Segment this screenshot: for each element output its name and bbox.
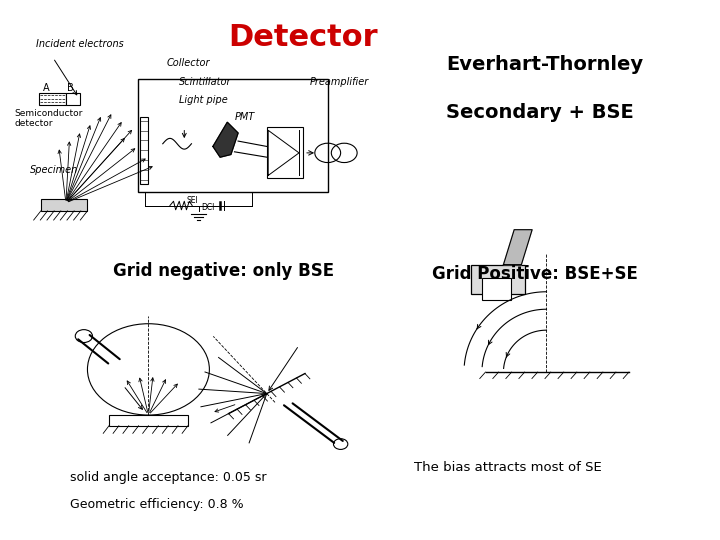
FancyBboxPatch shape [109,415,188,426]
Text: SEI: SEI [186,196,198,205]
Text: B: B [68,83,74,93]
Text: Collector: Collector [166,58,210,68]
FancyBboxPatch shape [140,117,148,184]
Text: Semiconductor
detector: Semiconductor detector [14,109,83,128]
Polygon shape [213,122,238,157]
FancyBboxPatch shape [138,79,328,192]
FancyBboxPatch shape [39,93,66,105]
Text: A: A [43,83,50,93]
Text: Geometric efficiency: 0.8 %: Geometric efficiency: 0.8 % [70,498,243,511]
Text: Specimen: Specimen [30,165,78,176]
Text: Grid negative: only BSE: Grid negative: only BSE [112,262,333,280]
Text: DCI: DCI [201,204,214,212]
Text: The bias attracts most of SE: The bias attracts most of SE [414,461,601,474]
Text: Detector: Detector [228,23,377,52]
FancyBboxPatch shape [41,199,87,211]
Text: Everhart-Thornley: Everhart-Thornley [446,55,643,74]
FancyBboxPatch shape [482,278,510,300]
Text: Incident electrons: Incident electrons [36,39,124,49]
Text: Secondary + BSE: Secondary + BSE [446,104,634,123]
Text: PMT: PMT [235,112,255,122]
Text: Preamplifier: Preamplifier [310,77,369,86]
Text: Light pipe: Light pipe [179,96,228,105]
FancyBboxPatch shape [66,93,81,105]
Text: Grid Positive: BSE+SE: Grid Positive: BSE+SE [432,265,638,282]
Text: solid angle acceptance: 0.05 sr: solid angle acceptance: 0.05 sr [70,471,266,484]
FancyBboxPatch shape [471,265,525,294]
Text: Scintillator: Scintillator [179,77,232,86]
Polygon shape [503,230,532,265]
FancyBboxPatch shape [267,126,302,178]
